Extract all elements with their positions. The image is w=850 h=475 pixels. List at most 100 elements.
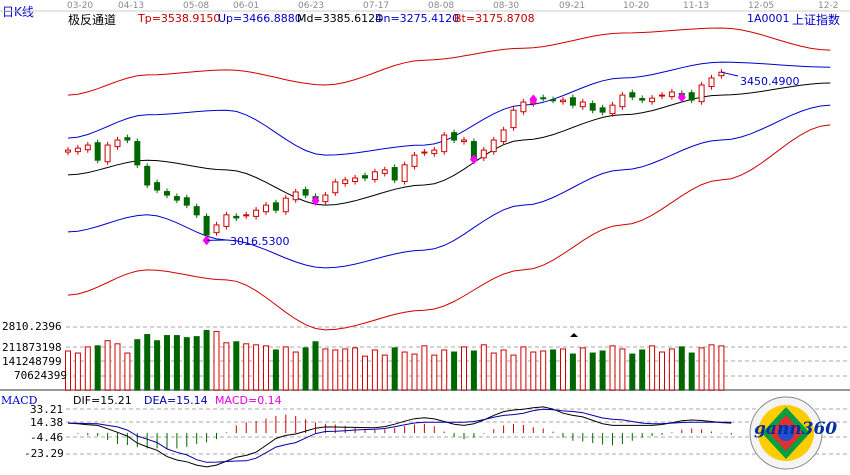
candle-body — [452, 133, 457, 140]
volume-bar — [313, 342, 318, 390]
volume-bar — [382, 355, 387, 390]
volume-bar — [254, 345, 259, 390]
volume-bar — [600, 351, 605, 390]
candle-body — [660, 95, 665, 96]
volume-bar — [580, 348, 585, 390]
candle-body — [135, 142, 140, 165]
volume-bar — [323, 349, 328, 390]
volume-bar — [660, 352, 665, 390]
macd-value: MACD=0.14 — [215, 394, 282, 407]
candle-body — [541, 98, 546, 99]
candle-body — [254, 210, 259, 216]
volume-bar — [570, 354, 575, 390]
price-axis-min: 2810.2396 — [2, 320, 62, 333]
candle-body — [66, 150, 71, 152]
candle-body — [551, 100, 556, 101]
candle-body — [521, 102, 526, 112]
candle-body — [570, 98, 575, 105]
volume-bar — [343, 349, 348, 390]
volume-bar — [244, 344, 249, 390]
volume-max-marker — [570, 333, 578, 337]
volume-bar — [194, 337, 199, 390]
volume-bar — [75, 353, 80, 390]
volume-bar — [293, 352, 298, 390]
volume-bar — [452, 352, 457, 390]
volume-bar — [204, 330, 209, 390]
volume-bar — [333, 350, 338, 390]
candle-body — [165, 192, 170, 195]
candle-body — [491, 140, 496, 152]
volume-bar — [125, 353, 130, 390]
volume-bar — [135, 340, 140, 390]
candle-body — [224, 215, 229, 227]
candle-body — [561, 100, 566, 102]
volume-bar — [412, 354, 417, 390]
candle-body — [402, 165, 407, 182]
volume-axis-label: 141248799 — [2, 355, 62, 368]
candle-body — [234, 216, 239, 218]
candle-body — [382, 170, 387, 173]
macd-axis-label: -4.46 — [30, 431, 63, 444]
candle-body — [511, 110, 516, 127]
candle-body — [174, 197, 179, 200]
volume-bar — [174, 336, 179, 390]
macd-axis-label: -23.29 — [24, 447, 64, 460]
candle-body — [372, 172, 377, 180]
candle-body — [125, 138, 130, 140]
volume-bar — [640, 350, 645, 390]
candle-body — [194, 207, 199, 215]
volume-bar — [699, 348, 704, 390]
candle-body — [85, 145, 90, 150]
gann360-logo: gann360 — [748, 395, 824, 471]
band-dn — [68, 105, 830, 268]
volume-axis-label: 70624399 — [14, 369, 67, 382]
volume-bar — [372, 350, 377, 390]
candle-body — [630, 93, 635, 97]
candle-body — [590, 104, 595, 111]
volume-bar — [511, 355, 516, 390]
candle-body — [640, 99, 645, 101]
candle-body — [481, 150, 486, 158]
candle-body — [432, 150, 437, 153]
candle-body — [95, 143, 100, 160]
volume-axis-label: 211873198 — [2, 341, 62, 354]
candle-body — [333, 182, 338, 193]
volume-bar — [630, 354, 635, 390]
volume-bar — [184, 338, 189, 390]
volume-bar — [481, 345, 486, 390]
candle-body — [580, 102, 585, 107]
volume-bar — [234, 342, 239, 390]
candle-body — [610, 105, 615, 114]
band-md — [68, 83, 830, 205]
candle-body — [184, 198, 189, 205]
candle-body — [600, 108, 605, 112]
volume-bar — [264, 346, 269, 390]
volume-bar — [491, 353, 496, 390]
macd-axis-label: 33.21 — [30, 403, 63, 416]
volume-bar — [95, 346, 100, 390]
candle-body — [75, 148, 80, 151]
volume-bar — [541, 351, 546, 390]
volume-bar — [273, 350, 278, 390]
volume-bar — [442, 350, 447, 390]
candle-body — [709, 78, 714, 87]
volume-bar — [85, 347, 90, 390]
volume-bar — [422, 346, 427, 390]
candle-body — [303, 190, 308, 195]
candle-body — [442, 135, 447, 152]
candle-body — [273, 203, 278, 210]
macd-dif: DIF=15.21 — [73, 394, 132, 407]
candle-body — [689, 93, 694, 100]
volume-bar — [283, 347, 288, 390]
candle-body — [650, 98, 655, 101]
candle-body — [343, 180, 348, 183]
candle-body — [244, 215, 249, 216]
volume-bar — [214, 331, 219, 390]
volume-bar — [155, 341, 160, 390]
candle-body — [105, 145, 110, 162]
volume-bar — [561, 349, 566, 390]
candle-body — [412, 155, 417, 166]
volume-bar — [551, 350, 556, 390]
volume-bar — [353, 348, 358, 390]
candle-body — [214, 225, 219, 233]
